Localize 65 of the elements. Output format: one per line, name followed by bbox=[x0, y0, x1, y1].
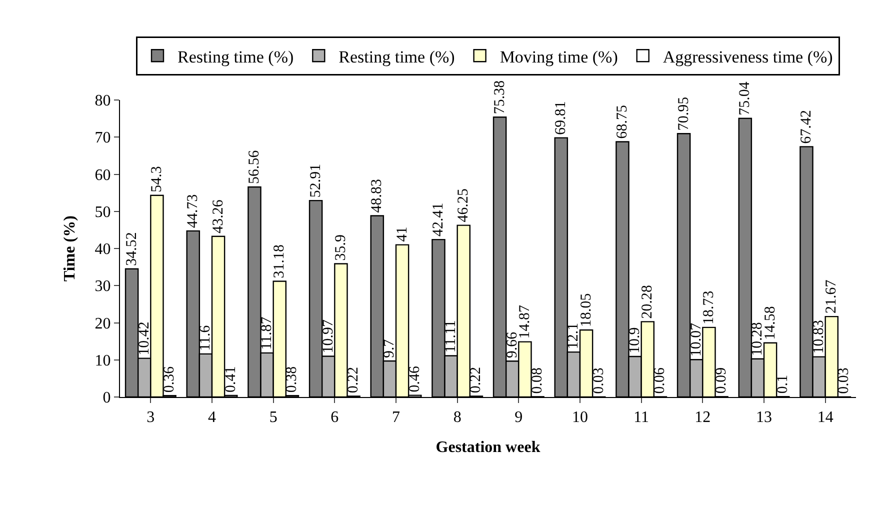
data-label: 35.9 bbox=[332, 234, 349, 261]
data-label: 18.73 bbox=[700, 290, 717, 324]
data-label: 41 bbox=[394, 226, 410, 242]
data-label: 68.75 bbox=[614, 105, 630, 139]
y-tick-label: 20 bbox=[94, 315, 111, 332]
legend-label: Moving time (%) bbox=[500, 47, 618, 66]
data-label: 56.56 bbox=[246, 150, 262, 184]
y-tick-label: 40 bbox=[94, 241, 111, 258]
data-label: 0.03 bbox=[590, 368, 607, 394]
data-label: 0.22 bbox=[346, 366, 362, 394]
y-tick-label: 30 bbox=[94, 278, 111, 296]
data-label: 11.6 bbox=[198, 324, 214, 351]
data-label: 11.87 bbox=[259, 316, 276, 350]
y-tick-label: 10 bbox=[94, 352, 111, 370]
data-label: 34.52 bbox=[124, 232, 140, 266]
x-tick-label: 12 bbox=[694, 409, 711, 426]
legend-label: Resting time (%) bbox=[338, 47, 455, 66]
data-label: 52.91 bbox=[308, 164, 324, 198]
x-tick-label: 13 bbox=[756, 409, 772, 426]
x-tick-label: 9 bbox=[514, 409, 523, 426]
x-tick-label: 5 bbox=[269, 409, 278, 426]
data-label: 10.97 bbox=[320, 319, 336, 354]
data-label: 46.25 bbox=[456, 188, 472, 222]
y-tick-label: 80 bbox=[94, 92, 111, 110]
data-label: 0.46 bbox=[406, 366, 423, 392]
data-label: 44.73 bbox=[185, 194, 202, 228]
x-axis-title: Gestation week bbox=[436, 438, 540, 456]
data-label: 0.09 bbox=[714, 367, 730, 394]
data-label: 75.04 bbox=[737, 81, 754, 116]
data-label: 0.41 bbox=[222, 366, 239, 392]
data-label: 10.42 bbox=[136, 322, 152, 356]
data-label: 67.42 bbox=[798, 110, 814, 144]
data-label: 10.9 bbox=[627, 327, 644, 354]
data-label: 21.67 bbox=[824, 279, 840, 314]
y-tick-label: 0 bbox=[102, 390, 111, 407]
data-label: 43.26 bbox=[210, 199, 226, 234]
x-tick-label: 11 bbox=[634, 409, 650, 426]
data-label: 48.83 bbox=[369, 178, 386, 213]
x-tick-label: 6 bbox=[330, 409, 339, 426]
data-label: 10.07 bbox=[688, 322, 704, 357]
data-label: 0.06 bbox=[652, 367, 668, 394]
y-tick-label: 60 bbox=[94, 166, 111, 184]
data-label: 42.41 bbox=[430, 202, 446, 237]
data-label: 0.36 bbox=[162, 366, 178, 393]
legend-label: Resting time (%) bbox=[178, 47, 294, 66]
x-tick-label: 14 bbox=[817, 409, 834, 426]
data-label: 31.18 bbox=[272, 244, 288, 278]
data-label: 54.3 bbox=[148, 166, 165, 192]
data-label: 20.28 bbox=[640, 284, 656, 319]
x-tick-label: 4 bbox=[208, 409, 216, 426]
data-label: 75.38 bbox=[492, 80, 508, 114]
data-label: 10.83 bbox=[811, 320, 828, 354]
x-tick-label: 10 bbox=[572, 409, 588, 426]
data-label: 70.95 bbox=[676, 96, 692, 131]
x-tick-label: 7 bbox=[392, 409, 400, 426]
data-label: 11.11 bbox=[443, 320, 460, 353]
x-tick-label: 8 bbox=[453, 409, 462, 426]
y-tick-label: 50 bbox=[94, 204, 111, 221]
data-label: 0.1 bbox=[774, 374, 791, 394]
data-label: 0.08 bbox=[530, 367, 546, 394]
y-tick-label: 70 bbox=[94, 130, 111, 147]
y-axis-title: Time (%) bbox=[62, 216, 79, 282]
data-label: 69.81 bbox=[553, 101, 570, 135]
x-tick-label: 3 bbox=[146, 409, 155, 426]
legend-label: Aggressiveness time (%) bbox=[662, 47, 833, 66]
